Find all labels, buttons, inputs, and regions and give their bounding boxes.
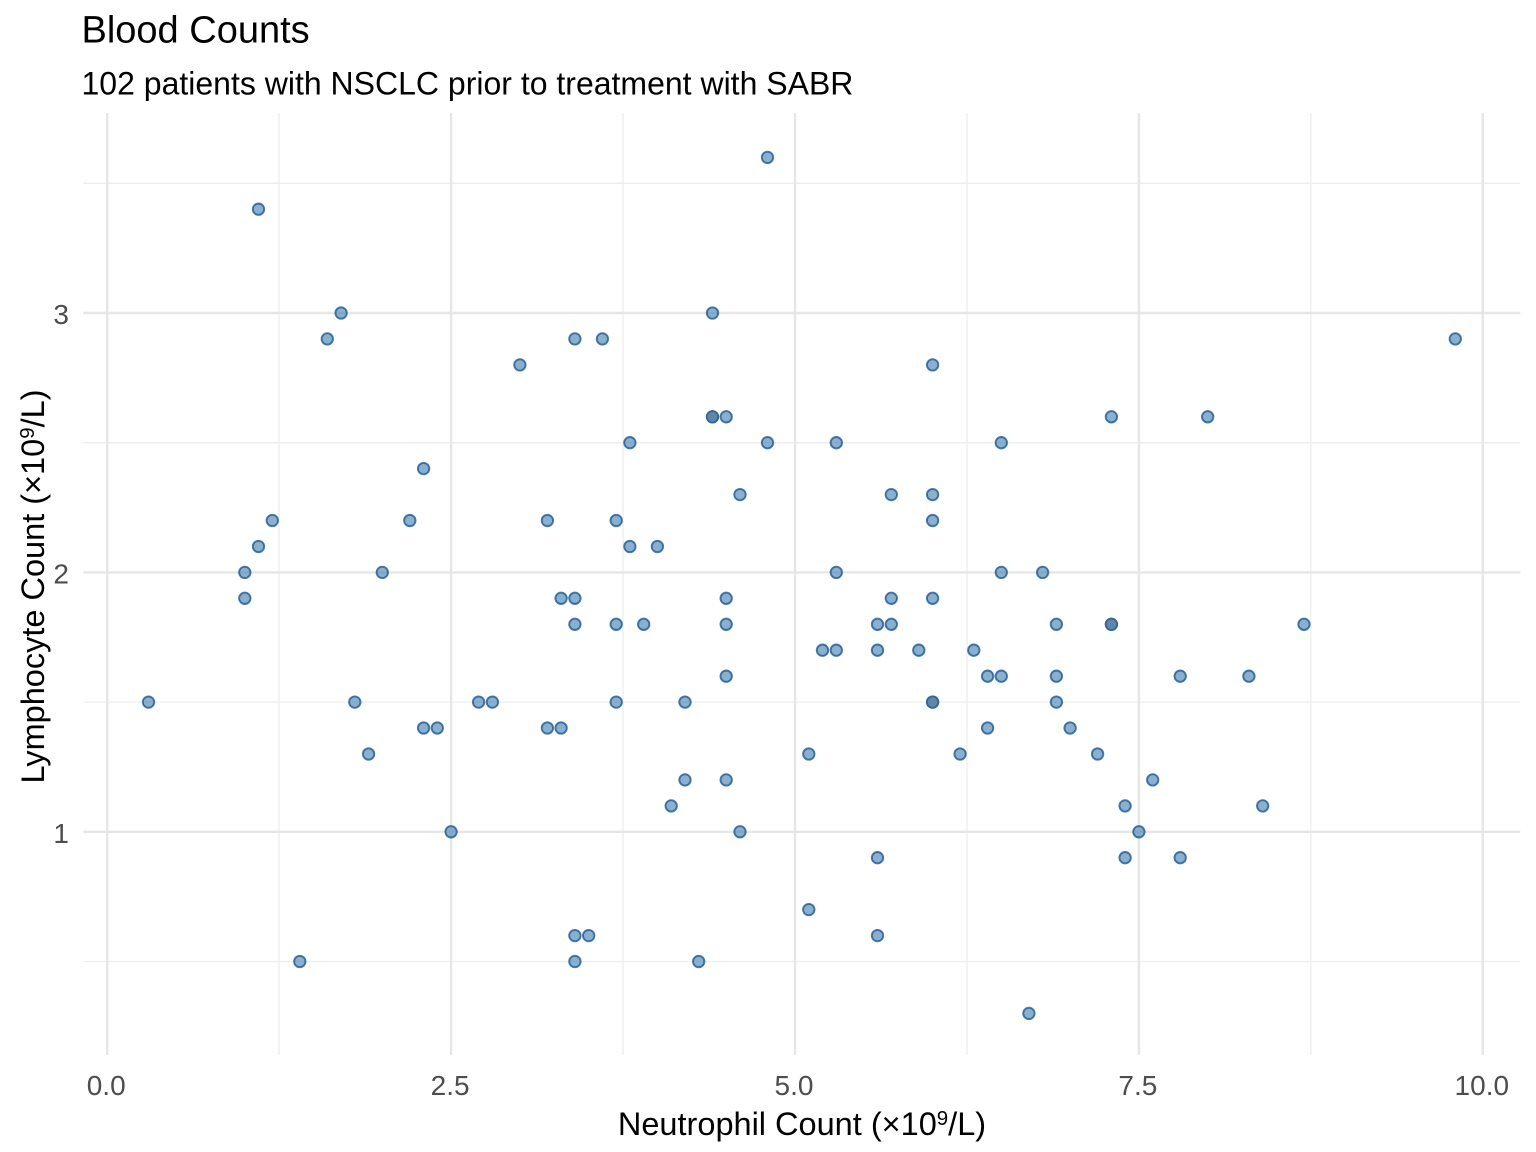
svg-text:7.5: 7.5 [1118,1070,1157,1101]
svg-text:3: 3 [53,299,69,330]
svg-text:Neutrophil Count (×109/L): Neutrophil Count (×109/L) [618,1106,986,1142]
svg-text:2: 2 [53,559,69,590]
svg-text:10.0: 10.0 [1455,1070,1510,1101]
svg-text:1: 1 [53,818,69,849]
svg-text:2.5: 2.5 [431,1070,470,1101]
svg-text:Lymphocyte Count (×109/L): Lymphocyte Count (×109/L) [15,389,51,783]
svg-text:102 patients with NSCLC prior: 102 patients with NSCLC prior to treatme… [82,65,854,101]
svg-text:0.0: 0.0 [87,1070,126,1101]
svg-text:Blood Counts: Blood Counts [82,10,310,52]
svg-text:5.0: 5.0 [775,1070,814,1101]
